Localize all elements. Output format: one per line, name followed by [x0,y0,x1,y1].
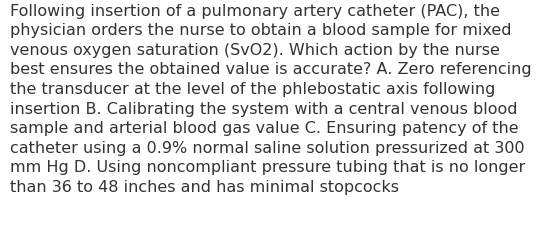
Text: Following insertion of a pulmonary artery catheter (PAC), the
physician orders t: Following insertion of a pulmonary arter… [10,4,532,194]
